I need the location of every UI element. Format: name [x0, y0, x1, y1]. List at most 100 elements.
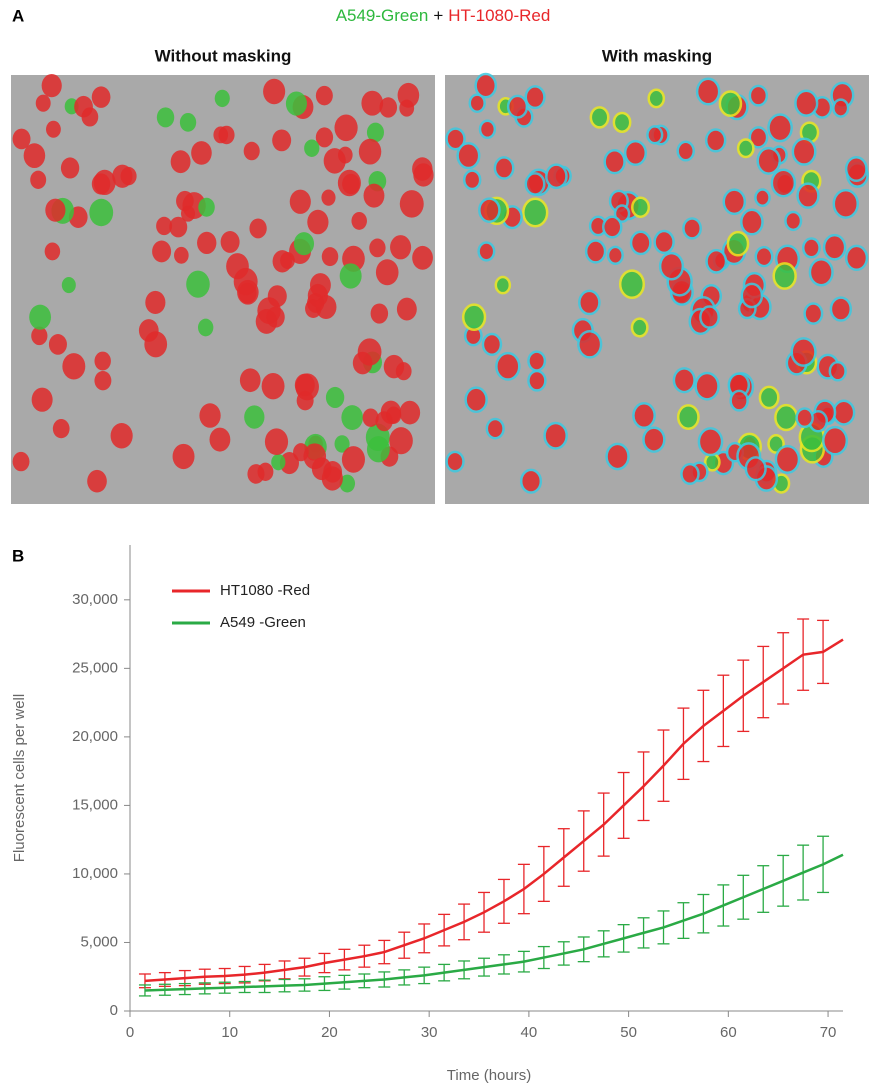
cell — [682, 217, 702, 240]
cell — [315, 127, 334, 148]
cell — [247, 464, 265, 484]
cell — [699, 305, 720, 329]
cell — [790, 337, 817, 367]
cell — [271, 453, 286, 471]
cell — [395, 362, 412, 381]
cell — [52, 419, 70, 439]
cell — [794, 89, 819, 117]
cell — [808, 257, 834, 287]
cell — [462, 169, 482, 191]
cell — [144, 331, 168, 358]
cell — [152, 240, 172, 263]
cell — [791, 137, 817, 166]
cell — [704, 128, 727, 153]
cell — [226, 253, 249, 280]
cell — [524, 85, 546, 110]
cell — [801, 237, 821, 259]
cell — [323, 148, 346, 174]
cell — [156, 107, 175, 128]
cell — [341, 446, 365, 473]
chart: 0 5,000 10,000 15,000 20,000 25,000 30,000 0 10 2… — [11, 545, 844, 1084]
cell — [249, 218, 267, 239]
image-caption: With masking — [602, 46, 712, 65]
cell — [191, 141, 212, 165]
cell — [35, 94, 51, 112]
cell — [519, 468, 543, 494]
cell — [672, 367, 696, 394]
cell — [239, 368, 261, 393]
cell — [94, 351, 111, 371]
cell — [527, 369, 547, 392]
cell — [589, 106, 610, 129]
y-tick-label: 15,000 — [72, 796, 118, 813]
cell — [646, 125, 664, 145]
cell — [506, 94, 529, 119]
cell — [325, 386, 345, 409]
cell — [89, 198, 114, 227]
cell — [399, 99, 415, 117]
cell — [23, 143, 46, 169]
cell — [362, 408, 379, 427]
cell — [296, 390, 314, 411]
cell — [199, 403, 221, 428]
cell — [179, 112, 197, 132]
cell — [62, 353, 86, 380]
cell — [464, 386, 488, 414]
cell — [87, 469, 107, 493]
cell — [156, 216, 173, 236]
cell — [94, 370, 112, 391]
cell — [736, 138, 755, 159]
cell — [844, 156, 868, 183]
cell — [244, 405, 265, 429]
cell — [767, 113, 793, 143]
cell — [321, 247, 339, 267]
cell — [445, 450, 465, 473]
cell — [41, 74, 62, 98]
cell — [606, 245, 624, 265]
cell — [612, 111, 632, 134]
cell — [363, 183, 385, 208]
y-axis-title: Fluorescent cells per well — [11, 694, 28, 862]
cell — [754, 245, 774, 268]
title-part: + — [433, 6, 443, 25]
cell — [30, 170, 47, 189]
cell — [264, 428, 289, 456]
cell — [803, 302, 824, 325]
cell — [48, 334, 67, 355]
legend-label: A549 -Green — [220, 614, 306, 631]
cell — [832, 399, 856, 426]
cell — [272, 250, 292, 273]
cell — [758, 385, 780, 410]
cell — [705, 248, 728, 274]
cell — [399, 400, 421, 425]
cell — [357, 338, 382, 366]
cell — [214, 89, 230, 108]
cell — [174, 246, 189, 264]
cell — [169, 216, 188, 238]
cell — [197, 231, 217, 255]
cell — [477, 241, 496, 262]
x-tick-label: 10 — [221, 1024, 238, 1041]
cell — [44, 242, 61, 261]
cells — [12, 72, 869, 494]
cell — [676, 140, 696, 162]
cell — [680, 462, 700, 486]
cell — [695, 77, 721, 106]
cell — [339, 263, 362, 289]
cell — [186, 270, 210, 298]
cell — [795, 407, 814, 429]
cell — [294, 373, 315, 397]
cell — [844, 244, 869, 272]
cell — [61, 277, 76, 294]
cell — [172, 443, 195, 470]
cell — [584, 239, 607, 264]
cell — [543, 421, 568, 450]
cell — [361, 90, 384, 116]
cell — [522, 197, 549, 228]
cell — [578, 289, 601, 316]
cell — [774, 444, 801, 474]
cell — [369, 238, 386, 258]
cell — [718, 90, 743, 117]
cell — [485, 417, 505, 440]
cell — [412, 245, 433, 270]
